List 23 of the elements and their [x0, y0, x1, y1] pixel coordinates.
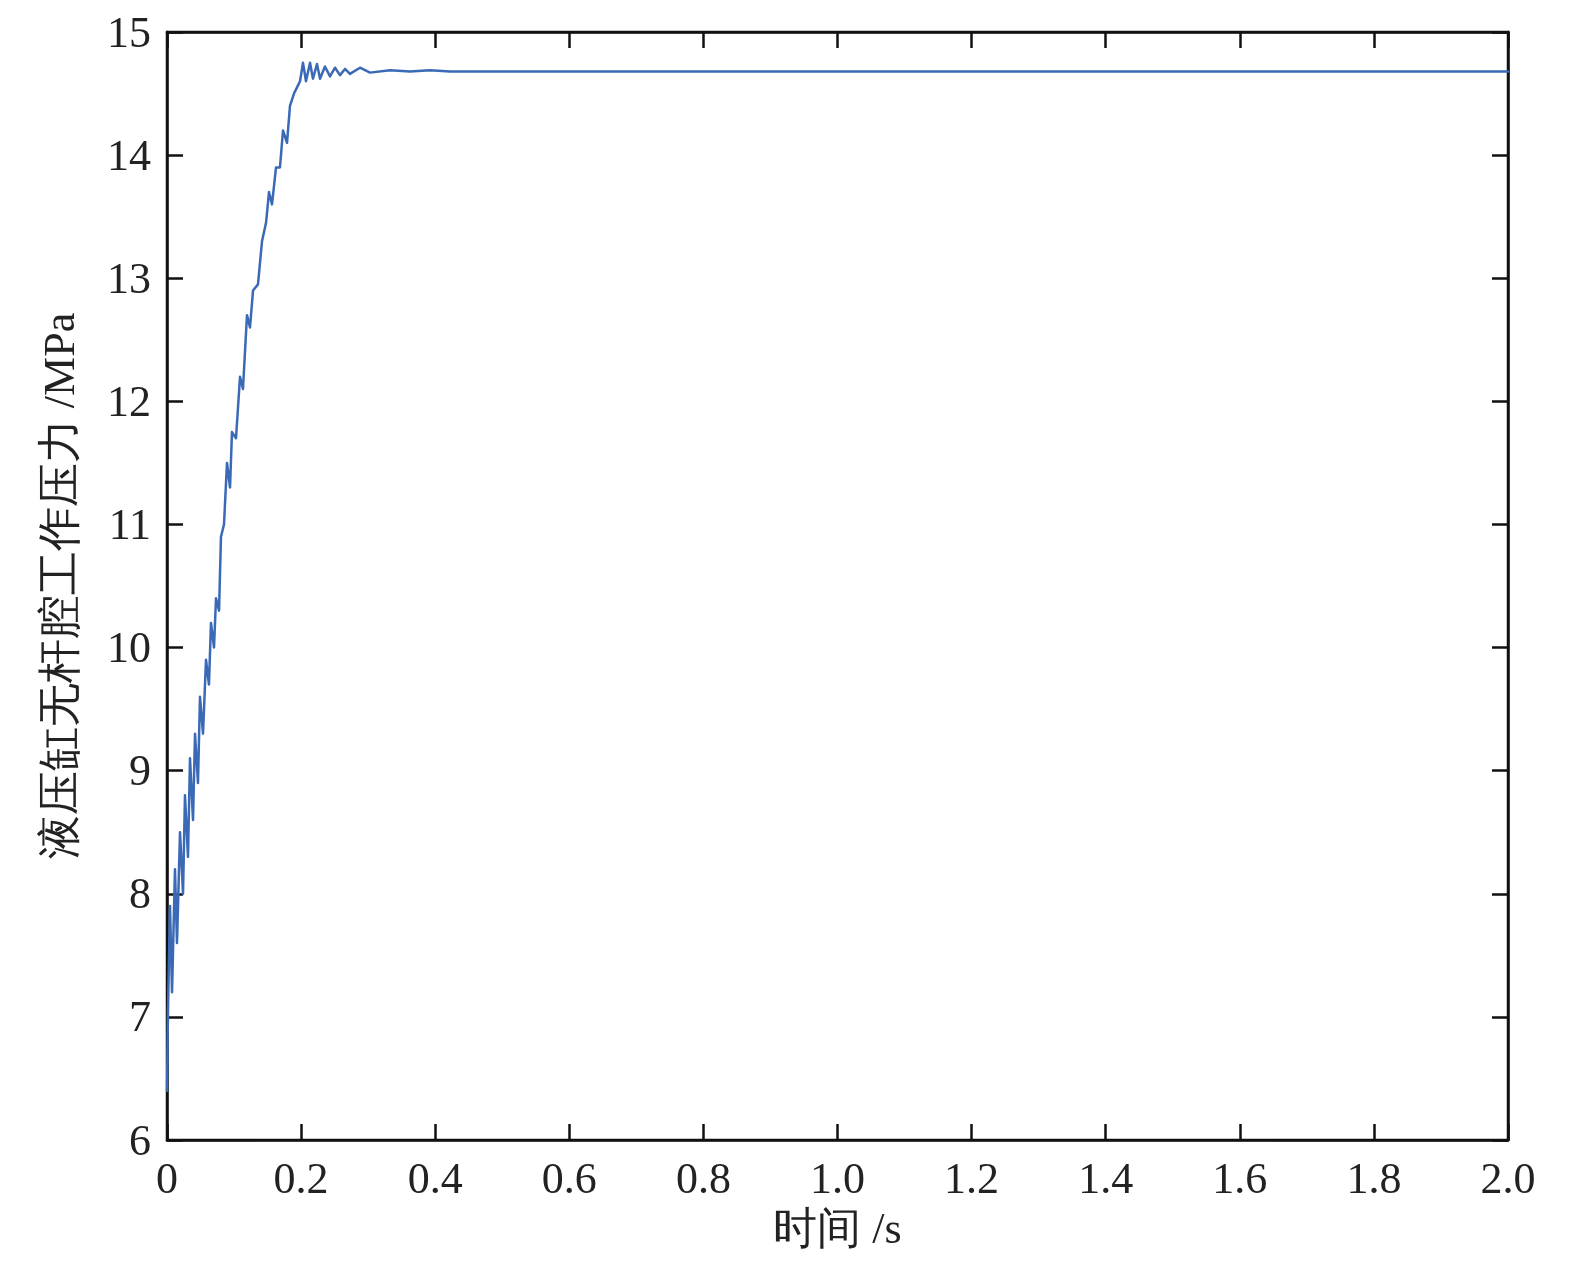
x-tick-label: 0.2: [273, 1153, 329, 1203]
x-tick-label: 1.8: [1346, 1153, 1402, 1203]
x-axis-title: 时间 /s: [773, 1203, 902, 1253]
y-tick-label: 12: [107, 376, 151, 426]
y-tick-label: 11: [108, 499, 151, 549]
y-tick-label: 13: [107, 253, 151, 303]
y-tick-label: 15: [107, 7, 151, 57]
x-tick-label: 0: [156, 1153, 178, 1203]
x-tick-label: 0.8: [675, 1153, 731, 1203]
y-tick-label: 10: [107, 623, 151, 673]
x-tick-label: 1.6: [1212, 1153, 1268, 1203]
x-tick-label: 1.0: [810, 1153, 865, 1203]
y-tick-label: 7: [129, 992, 151, 1042]
x-tick-label: 1.2: [944, 1153, 1000, 1203]
y-tick-label: 14: [107, 130, 151, 180]
x-tick-label: 2.0: [1480, 1153, 1536, 1203]
y-axis-title: 液压缸无杆腔工作压力 /MPa: [34, 312, 84, 860]
y-tick-label: 8: [129, 869, 151, 919]
y-tick-label: 9: [129, 746, 151, 796]
x-tick-label: 1.4: [1078, 1153, 1134, 1203]
y-tick-label: 6: [129, 1115, 151, 1165]
x-tick-label: 0.4: [407, 1153, 463, 1203]
x-tick-label: 0.6: [541, 1153, 597, 1203]
